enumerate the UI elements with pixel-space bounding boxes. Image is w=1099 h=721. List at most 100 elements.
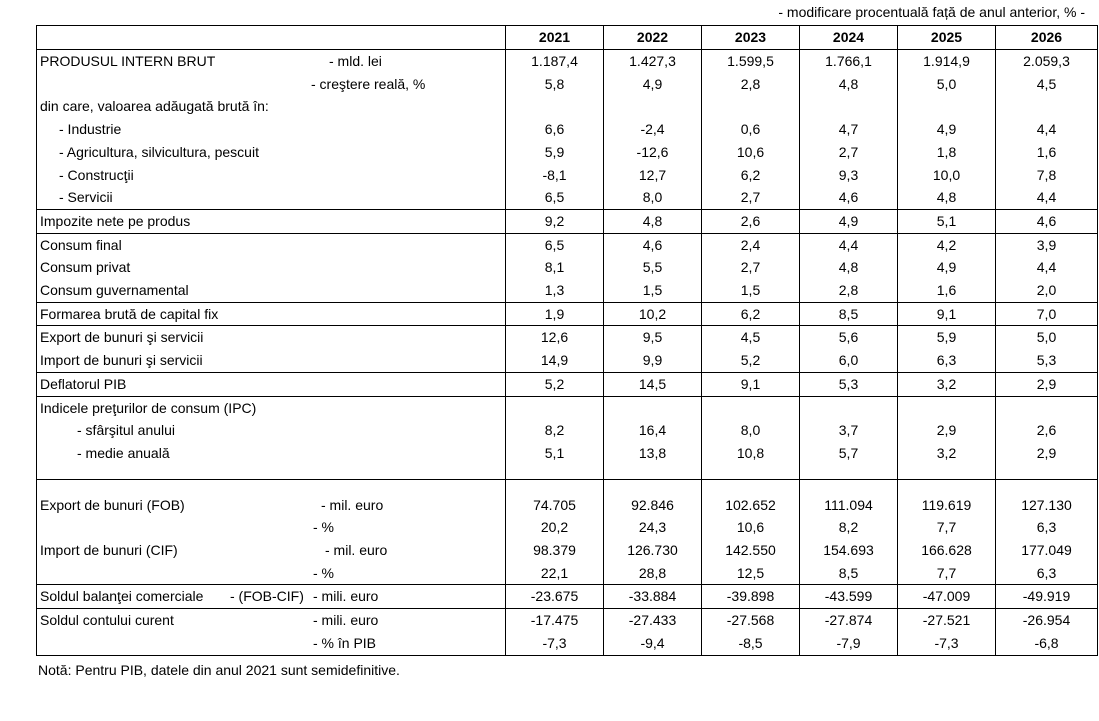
row-unit: - creştere reală, %	[311, 75, 426, 92]
row-label: - creştere reală, %	[36, 72, 506, 96]
year-header: 2026	[995, 25, 1098, 50]
table-cell: 4,9	[897, 256, 996, 280]
table-cell: 7,0	[995, 301, 1098, 327]
table-cell: 10,6	[701, 140, 800, 164]
row-unit: - mili. euro	[313, 612, 379, 629]
table-row: - Agricultura, silvicultura, pescuit 5,9…	[36, 140, 1098, 164]
table-cell: 13,8	[603, 441, 702, 465]
row-unit: - %	[313, 564, 334, 581]
table-cell: 5,6	[799, 325, 898, 350]
table-row: - Industrie 6,6 -2,4 0,6 4,7 4,9 4,4	[36, 118, 1098, 141]
table-row: Consum privat 8,1 5,5 2,7 4,8 4,9 4,4	[36, 256, 1098, 280]
table-cell: -12,6	[603, 140, 702, 164]
table-cell: 5,3	[995, 349, 1098, 373]
table-cell: -43.599	[799, 584, 898, 610]
table-cell: 28,8	[603, 561, 702, 586]
table-cell: 2.059,3	[995, 49, 1098, 73]
table-cell: 4,8	[897, 186, 996, 210]
table-cell: 127.130	[995, 493, 1098, 517]
table-row: Impozite nete pe produs 9,2 4,8 2,6 4,9 …	[36, 208, 1098, 234]
table-cell: 6,5	[505, 186, 604, 210]
row-label: - Construcţii	[36, 163, 506, 187]
table-cell: 1.427,3	[603, 49, 702, 73]
row-label: Export de bunuri şi servicii	[36, 325, 506, 350]
table-row: - medie anuală 5,1 13,8 10,8 5,7 3,2 2,9	[36, 441, 1098, 465]
table-cell: 4,6	[799, 186, 898, 210]
table-cell: 2,6	[995, 419, 1098, 442]
table-cell: 3,7	[799, 419, 898, 442]
row-label: - Industrie	[36, 118, 506, 141]
table-row: Consum guvernamental 1,3 1,5 1,5 2,8 1,6…	[36, 279, 1098, 303]
table-cell: -27.568	[701, 608, 800, 632]
table-row: - Servicii 6,5 8,0 2,7 4,6 4,8 4,4	[36, 186, 1098, 210]
table-cell: 9,2	[505, 208, 604, 234]
table-cell: 4,4	[995, 118, 1098, 141]
table-cell: 9,9	[603, 349, 702, 373]
table-cell: -8,5	[701, 631, 800, 656]
row-label: Consum final	[36, 232, 506, 257]
year-header: 2021	[505, 25, 604, 50]
table-cell: 6,2	[701, 301, 800, 327]
table-cell: 5,3	[799, 371, 898, 397]
table-cell: -8,1	[505, 163, 604, 187]
row-unit: - % în PIB	[313, 634, 377, 651]
table-cell: 5,9	[505, 140, 604, 164]
table-cell: 2,8	[799, 279, 898, 303]
table-cell: -47.009	[897, 584, 996, 610]
table-cell: 10,8	[701, 441, 800, 465]
table-cell: 119.619	[897, 493, 996, 517]
table-cell: 102.652	[701, 493, 800, 517]
table-cell: 3,2	[897, 371, 996, 397]
table-cell: 4,9	[897, 118, 996, 141]
table-cell: 3,2	[897, 441, 996, 465]
table-cell: 0,6	[701, 118, 800, 141]
table-cell: -17.475	[505, 608, 604, 632]
table-cell: 8,0	[603, 186, 702, 210]
table-cell: 8,2	[799, 516, 898, 540]
table-cell: 2,8	[701, 72, 800, 96]
row-label: Impozite nete pe produs	[36, 208, 506, 234]
table-row: Formarea brută de capital fix 1,9 10,2 6…	[36, 301, 1098, 327]
table-cell: 4,2	[897, 232, 996, 257]
table-cell: 6,3	[995, 561, 1098, 586]
table-cell: 5,0	[995, 325, 1098, 350]
table-cell: -9,4	[603, 631, 702, 656]
table-cell: 6,3	[897, 349, 996, 373]
table-cell: 2,7	[701, 256, 800, 280]
table-cell: -33.884	[603, 584, 702, 610]
table-cell: 16,4	[603, 419, 702, 442]
table-cell: 10,2	[603, 301, 702, 327]
row-unit: - mil. euro	[325, 542, 388, 559]
table-row: Consum final 6,5 4,6 2,4 4,4 4,2 3,9	[36, 232, 1098, 257]
table-cell: 7,7	[897, 561, 996, 586]
table-cell: 2,9	[995, 441, 1098, 465]
table-cell: 98.379	[505, 539, 604, 562]
row-label: din care, valoarea adăugată brută în:	[36, 95, 506, 119]
table-cell: 5,7	[799, 441, 898, 465]
header-label-cell	[36, 25, 506, 50]
table-row: - sfârşitul anului 8,2 16,4 8,0 3,7 2,9 …	[36, 419, 1098, 442]
table-cell: 4,9	[799, 208, 898, 234]
year-header: 2024	[799, 25, 898, 50]
table-cell: 8,2	[505, 419, 604, 442]
table-row: - % 22,1 28,8 12,5 8,5 7,7 6,3	[36, 561, 1098, 586]
table-cell: 2,4	[701, 232, 800, 257]
row-label: - %	[36, 516, 506, 540]
table-cell: 8,5	[799, 301, 898, 327]
row-unit: - (FOB-CIF)	[230, 588, 304, 605]
table-cell: 10,0	[897, 163, 996, 187]
table-cell: 9,1	[701, 371, 800, 397]
row-label: - Agricultura, silvicultura, pescuit	[36, 140, 506, 164]
table-cell: 1,9	[505, 301, 604, 327]
table-caption: - modificare procentuală față de anul an…	[778, 4, 1085, 20]
row-label: Import de bunuri (CIF) - mil. euro	[36, 539, 506, 562]
table-cell: 2,7	[701, 186, 800, 210]
table-cell: 1,5	[603, 279, 702, 303]
row-unit: - mil. euro	[321, 496, 384, 513]
table-cell: 2,0	[995, 279, 1098, 303]
footnote: Notă: Pentru PIB, datele din anul 2021 s…	[38, 662, 400, 678]
table-cell: 5,0	[897, 72, 996, 96]
row-label: Consum privat	[36, 256, 506, 280]
table-cell: -26.954	[995, 608, 1098, 632]
table-cell: 4,9	[603, 72, 702, 96]
